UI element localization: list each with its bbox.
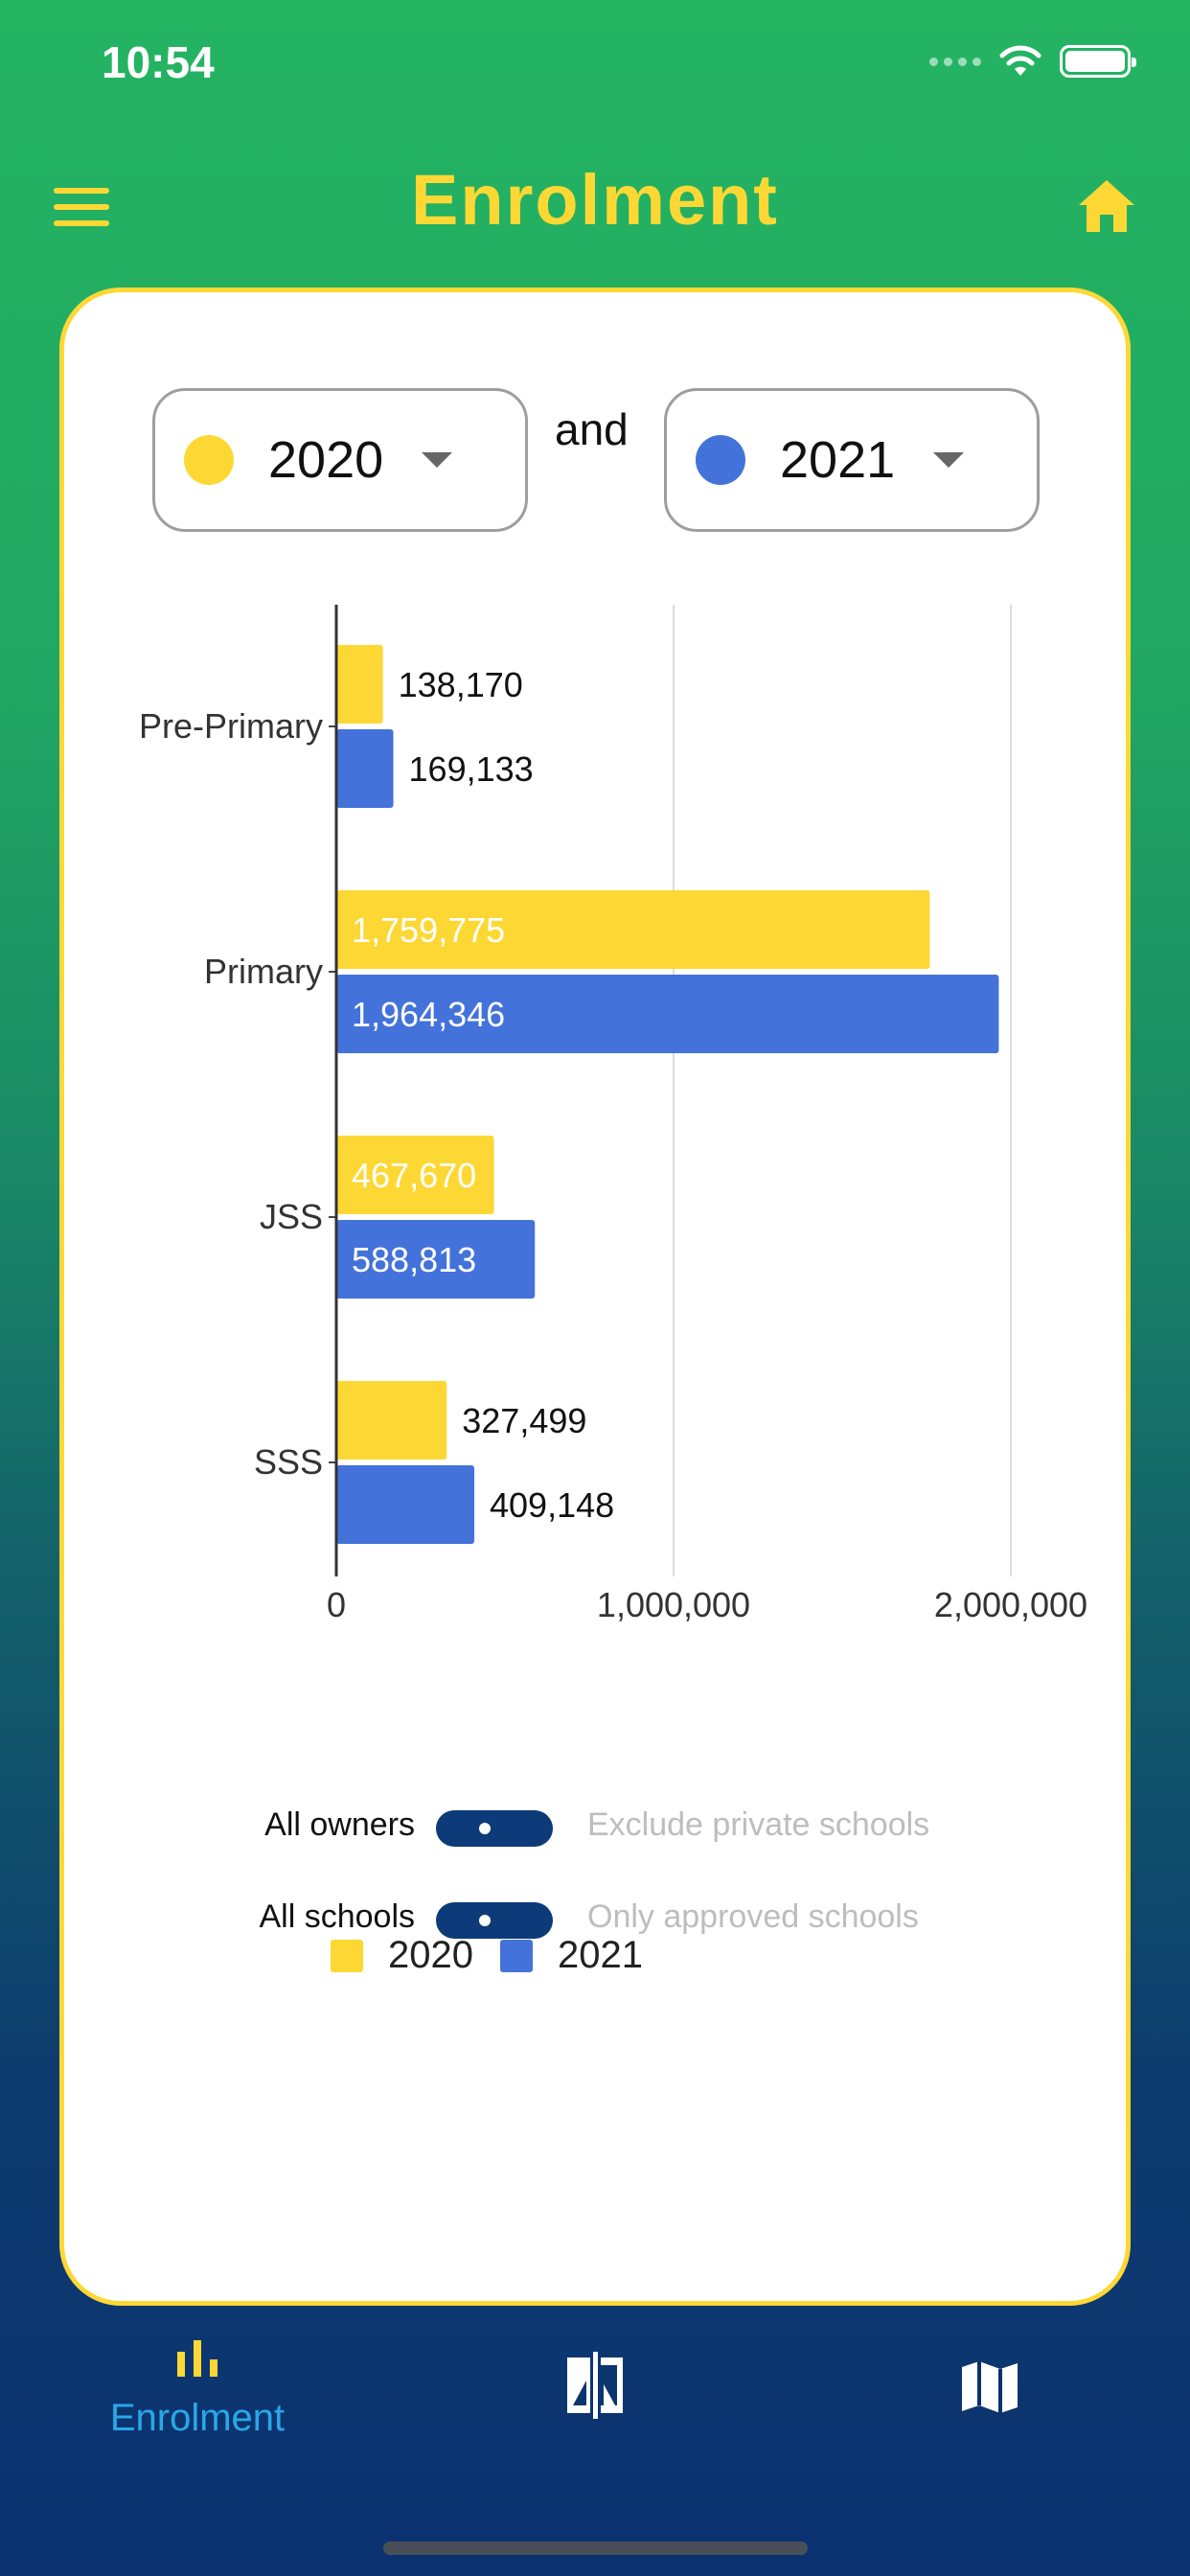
bar-pre-primary-2020 <box>336 645 383 724</box>
data-label: 138,170 <box>399 665 523 704</box>
year-select-first-value: 2020 <box>268 431 384 489</box>
legend-item-2020: 2020 <box>331 1934 473 1977</box>
data-label: 409,148 <box>490 1485 614 1525</box>
compare-icon <box>567 2352 623 2419</box>
data-label: 327,499 <box>462 1401 586 1440</box>
bar-jss-2021 <box>336 1220 536 1299</box>
schools-filter-toggle[interactable] <box>436 1902 553 1939</box>
x-tick-label: 1,000,000 <box>597 1585 750 1624</box>
schools-filter-right-label: Only approved schools <box>587 1898 919 1935</box>
bar-sss-2021 <box>336 1465 475 1544</box>
schools-filter-left-label: All schools <box>259 1898 415 1935</box>
enrolment-card: 2020 and 2021 138,170 169,133 Pre-Primary 1… <box>59 288 1131 2306</box>
owners-filter-toggle[interactable] <box>436 1810 553 1847</box>
and-label: and <box>555 404 629 454</box>
status-icons <box>929 42 1136 80</box>
nav-enrolment[interactable]: Enrolment <box>92 2338 303 2440</box>
signal-icon <box>929 57 981 66</box>
schools-filter-row: All schools Only approved schools <box>64 1889 1126 1946</box>
x-tick-label: 2,000,000 <box>934 1585 1087 1624</box>
menu-icon <box>54 188 109 194</box>
menu-button[interactable] <box>54 188 109 226</box>
legend-swatch-2021 <box>499 1939 533 1972</box>
category-label: SSS <box>254 1442 323 1482</box>
bar-pre-primary-2021 <box>336 729 394 808</box>
bar-sss-2020 <box>336 1381 447 1460</box>
category-label: JSS <box>260 1197 323 1236</box>
toggle-knob <box>479 1915 491 1926</box>
home-button[interactable] <box>1077 178 1136 234</box>
year-select-second-value: 2021 <box>780 431 896 489</box>
enrolment-bar-chart: 138,170 169,133 Pre-Primary 1,759,775 1,964,… <box>64 580 1126 1979</box>
owners-filter-right-label: Exclude private schools <box>587 1806 930 1843</box>
battery-icon <box>1060 45 1136 78</box>
chart-legend: 2020 2021 <box>331 1934 670 1977</box>
data-label: 467,670 <box>352 1156 476 1195</box>
year-color-dot-second <box>696 435 745 485</box>
year-color-dot-first <box>184 435 234 485</box>
bar-jss-2020 <box>336 1136 494 1214</box>
data-label: 588,813 <box>352 1240 476 1279</box>
data-label: 1,759,775 <box>352 910 505 950</box>
legend-swatch-2020 <box>331 1939 363 1972</box>
nav-compare[interactable] <box>561 2352 629 2419</box>
home-icon <box>1079 180 1134 232</box>
legend-label-2021: 2021 <box>557 1934 643 1976</box>
legend-item-2021: 2021 <box>499 1934 643 1977</box>
category-label: Primary <box>204 952 323 991</box>
chart-svg: 138,170 169,133 Pre-Primary 1,759,775 1,964,… <box>139 605 1087 1624</box>
map-icon <box>962 2361 1018 2413</box>
nav-map[interactable] <box>960 2359 1019 2415</box>
wifi-icon <box>999 45 1041 76</box>
data-label: 1,964,346 <box>352 995 505 1034</box>
bar-primary-2021 <box>336 975 999 1053</box>
legend-label-2020: 2020 <box>388 1934 473 1976</box>
owners-filter-row: All owners Exclude private schools <box>64 1797 1126 1854</box>
category-label: Pre-Primary <box>139 706 323 746</box>
page-title: Enrolment <box>411 160 779 240</box>
bar-chart-icon <box>177 2340 217 2377</box>
toggle-knob <box>479 1823 491 1834</box>
bar-primary-2020 <box>336 890 930 969</box>
home-indicator <box>383 2542 808 2555</box>
chevron-down-icon <box>422 452 452 468</box>
year-select-second[interactable]: 2021 <box>664 388 1040 532</box>
owners-filter-left-label: All owners <box>264 1806 415 1843</box>
chevron-down-icon <box>933 452 964 468</box>
x-tick-label: 0 <box>327 1585 346 1624</box>
year-select-first[interactable]: 2020 <box>152 388 528 532</box>
data-label: 169,133 <box>409 749 534 789</box>
nav-enrolment-label: Enrolment <box>109 2397 286 2439</box>
status-time: 10:54 <box>102 37 215 87</box>
